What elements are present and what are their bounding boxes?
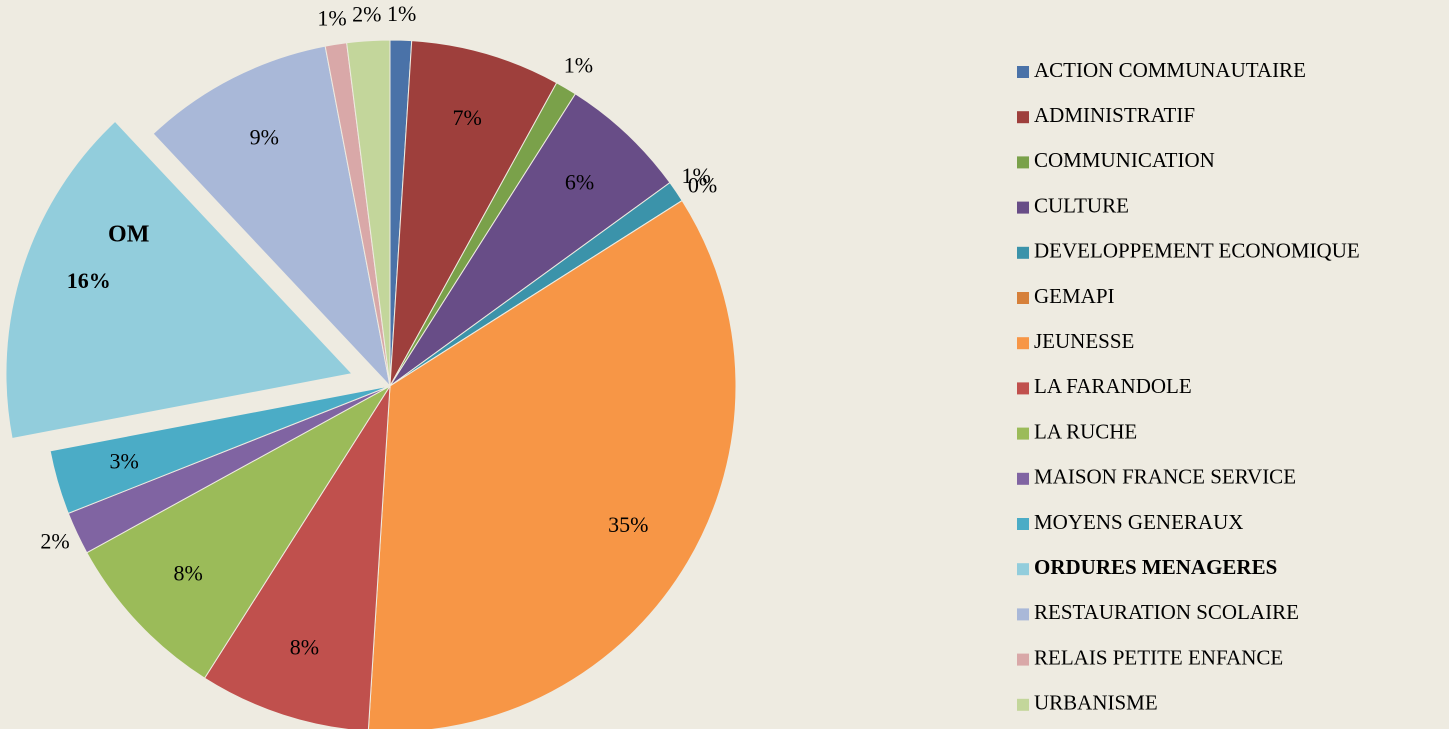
legend-label: LA RUCHE bbox=[1034, 419, 1137, 443]
legend-label: MOYENS GENERAUX bbox=[1034, 510, 1243, 534]
legend-label: RESTAURATION SCOLAIRE bbox=[1034, 600, 1299, 624]
data-label: 1% bbox=[317, 5, 346, 30]
legend-label: RELAIS PETITE ENFANCE bbox=[1034, 645, 1283, 669]
legend-swatch bbox=[1017, 337, 1029, 350]
data-label: 0% bbox=[688, 173, 717, 198]
data-label: 16% bbox=[67, 268, 111, 293]
legend-swatch bbox=[1017, 563, 1029, 576]
data-label: 8% bbox=[174, 561, 203, 586]
legend-label: MAISON FRANCE SERVICE bbox=[1034, 465, 1296, 489]
data-label: 8% bbox=[290, 634, 319, 659]
legend-label: DEVELOPPEMENT ECONOMIQUE bbox=[1034, 239, 1360, 263]
legend-swatch bbox=[1017, 111, 1029, 124]
pie-slice bbox=[86, 385, 391, 679]
legend-label: ORDURES MENAGERES bbox=[1034, 555, 1277, 579]
legend-swatch bbox=[1017, 698, 1029, 711]
pie-slice bbox=[389, 93, 671, 387]
pie-slice bbox=[152, 45, 391, 388]
data-label: 3% bbox=[110, 448, 139, 473]
legend-label: ACTION COMMUNAUTAIRE bbox=[1034, 58, 1306, 82]
data-label: 1% bbox=[682, 163, 711, 188]
pie-slice bbox=[389, 40, 558, 387]
legend-swatch bbox=[1017, 518, 1029, 530]
pie-slice bbox=[49, 385, 391, 515]
pie-slice bbox=[5, 120, 353, 440]
slice-annotation: OM bbox=[108, 222, 149, 248]
data-label: 35% bbox=[608, 512, 648, 537]
data-label: 1% bbox=[564, 52, 593, 77]
pie-slice bbox=[346, 39, 391, 387]
data-label: 6% bbox=[565, 169, 594, 194]
legend-swatch bbox=[1017, 472, 1029, 485]
legend-swatch bbox=[1017, 653, 1029, 666]
data-label: 1% bbox=[387, 1, 416, 26]
legend-swatch bbox=[1017, 292, 1029, 304]
pie-slice bbox=[367, 199, 737, 729]
legend-label: URBANISME bbox=[1034, 691, 1158, 715]
legend-swatch bbox=[1017, 66, 1029, 78]
data-label: 9% bbox=[250, 124, 279, 149]
legend-swatch bbox=[1017, 608, 1029, 621]
legend-label: JEUNESSE bbox=[1034, 329, 1134, 353]
legend-label: LA FARANDOLE bbox=[1034, 374, 1192, 398]
legend-swatch bbox=[1017, 427, 1029, 440]
data-label: 2% bbox=[352, 2, 381, 27]
legend-swatch bbox=[1017, 156, 1029, 169]
legend-label: COMMUNICATION bbox=[1034, 148, 1215, 172]
data-label: 7% bbox=[453, 105, 482, 130]
legend-label: GEMAPI bbox=[1034, 284, 1115, 308]
legend-swatch bbox=[1017, 246, 1029, 259]
data-label: 2% bbox=[40, 529, 69, 554]
legend-swatch bbox=[1017, 201, 1029, 214]
pie-slice bbox=[203, 385, 391, 729]
legend-label: CULTURE bbox=[1034, 193, 1129, 217]
legend-label: ADMINISTRATIF bbox=[1034, 103, 1195, 127]
legend-swatch bbox=[1017, 382, 1029, 395]
